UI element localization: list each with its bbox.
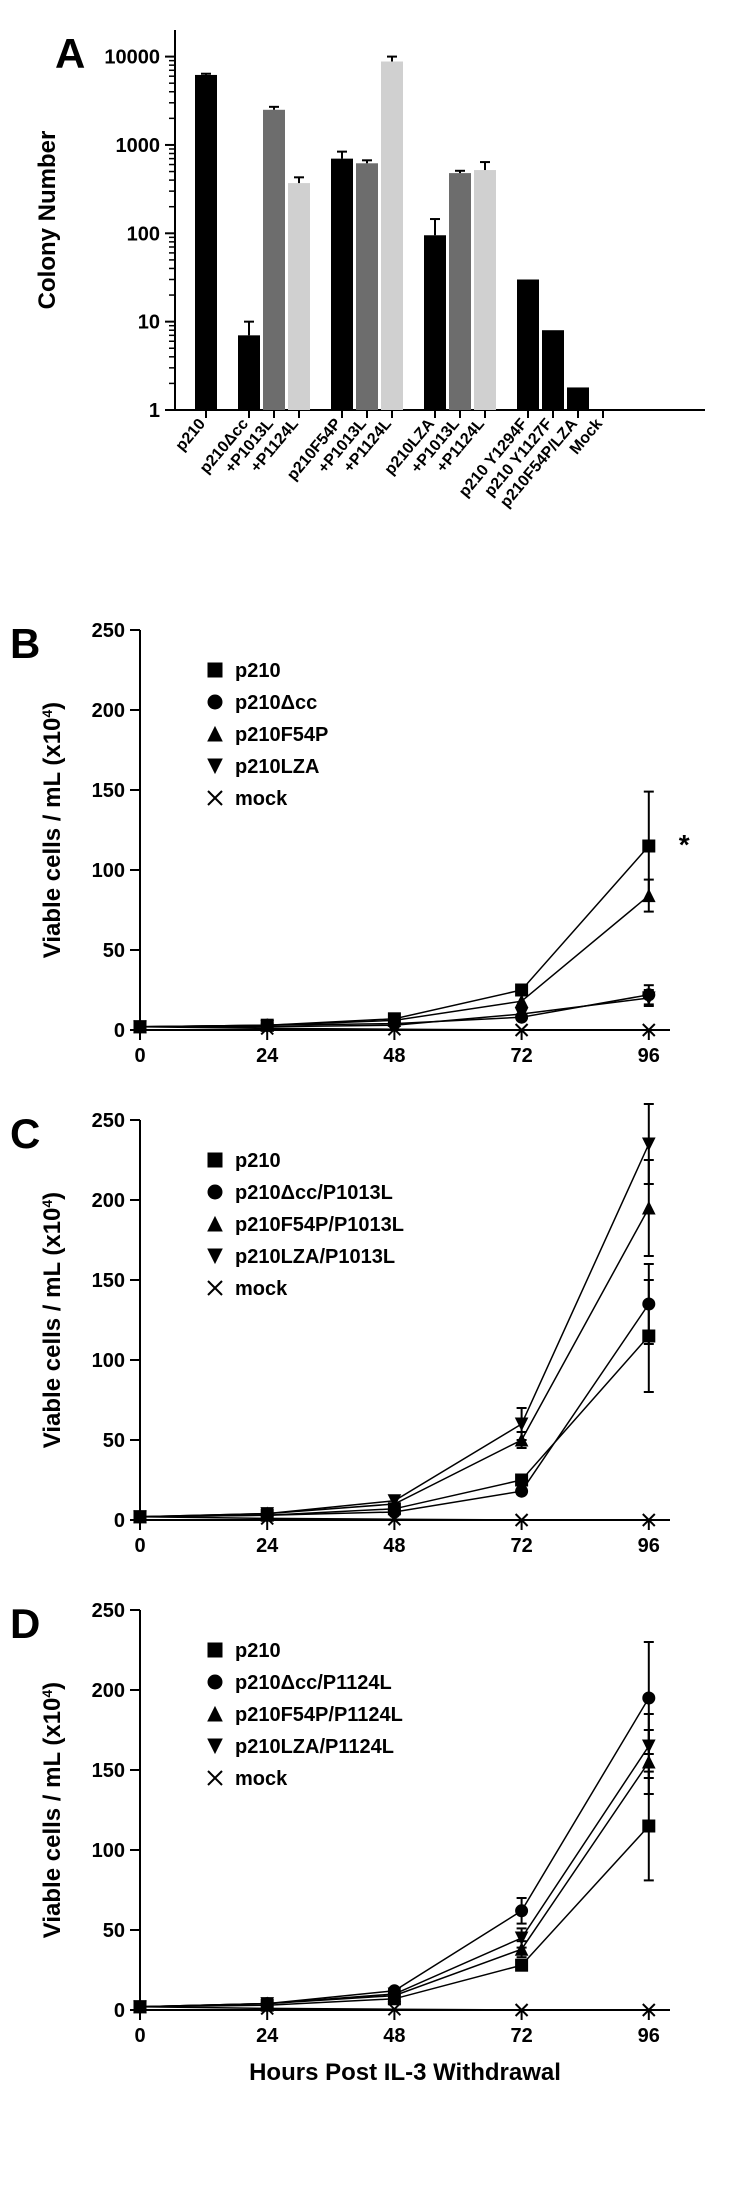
- panel-b-label: B: [10, 620, 40, 668]
- svg-text:72: 72: [510, 1045, 532, 1067]
- svg-text:p210: p210: [235, 660, 281, 682]
- svg-text:p210Δcc/P1124L: p210Δcc/P1124L: [235, 1672, 392, 1694]
- svg-text:48: 48: [383, 1045, 405, 1067]
- svg-text:mock: mock: [235, 788, 288, 810]
- svg-text:p210F54P/P1013L: p210F54P/P1013L: [235, 1214, 404, 1236]
- svg-text:200: 200: [92, 1190, 125, 1212]
- svg-text:mock: mock: [235, 1278, 288, 1300]
- svg-text:p210: p210: [235, 1150, 281, 1172]
- svg-text:150: 150: [92, 780, 125, 802]
- svg-text:96: 96: [638, 2025, 660, 2047]
- svg-text:Colony Number: Colony Number: [34, 131, 61, 310]
- svg-text:24: 24: [256, 1045, 279, 1067]
- panel-c: C 0 50 100 150 200 250 0 24 48 72 96 Viable cells /…: [0, 1090, 750, 1580]
- panel-c-label: C: [10, 1110, 40, 1158]
- svg-text:*: *: [679, 829, 690, 860]
- panel-c-chart: 0 50 100 150 200 250 0 24 48 72 96 Viable cells / m…: [0, 1090, 750, 1580]
- svg-text:150: 150: [92, 1270, 125, 1292]
- svg-text:mock: mock: [235, 1768, 288, 1790]
- svg-text:10000: 10000: [104, 47, 160, 69]
- panel-d-chart: 0 50 100 150 200 250 0 24 48 72 96 Viable cells / m…: [0, 1580, 750, 2140]
- svg-text:200: 200: [92, 700, 125, 722]
- svg-text:Viable cells / mL (x104): Viable cells / mL (x104): [39, 1192, 66, 1448]
- panel-d-label: D: [10, 1600, 40, 1648]
- svg-text:100: 100: [127, 223, 160, 245]
- svg-text:0: 0: [114, 1020, 125, 1042]
- svg-text:0: 0: [134, 1045, 145, 1067]
- svg-text:72: 72: [510, 1535, 532, 1557]
- panel-b: B 0 50 100 150 200 250 0 24 48 72 96 Viable cells /…: [0, 600, 750, 1090]
- svg-text:48: 48: [383, 1535, 405, 1557]
- svg-text:50: 50: [103, 1920, 125, 1942]
- panel-a-label: A: [55, 30, 85, 78]
- svg-text:24: 24: [256, 1535, 279, 1557]
- svg-text:p210F54P: p210F54P: [235, 724, 328, 746]
- svg-text:p210F54P/P1124L: p210F54P/P1124L: [235, 1704, 403, 1726]
- svg-text:50: 50: [103, 940, 125, 962]
- svg-text:Viable cells / mL (x104): Viable cells / mL (x104): [39, 702, 66, 958]
- svg-text:250: 250: [92, 1110, 125, 1132]
- panel-b-chart: 0 50 100 150 200 250 0 24 48 72 96 Viable cells / m…: [0, 600, 750, 1090]
- svg-text:1: 1: [149, 400, 160, 422]
- svg-text:100: 100: [92, 1840, 125, 1862]
- svg-text:72: 72: [510, 2025, 532, 2047]
- svg-text:48: 48: [383, 2025, 405, 2047]
- panel-d: D 0 50 100 150 200 250 0 24 48 72 96 Viable cells /…: [0, 1580, 750, 2140]
- svg-text:100: 100: [92, 1350, 125, 1372]
- svg-text:0: 0: [134, 2025, 145, 2047]
- panel-a-chart: 110100100010000Colony Numberp210p210Δcc+…: [0, 0, 750, 600]
- svg-text:p210Δcc: p210Δcc: [235, 692, 317, 714]
- svg-text:p210: p210: [235, 1640, 281, 1662]
- svg-text:10: 10: [138, 312, 160, 334]
- svg-text:0: 0: [114, 1510, 125, 1532]
- svg-text:150: 150: [92, 1760, 125, 1782]
- svg-text:p210LZA: p210LZA: [235, 756, 319, 778]
- svg-text:200: 200: [92, 1680, 125, 1702]
- svg-text:0: 0: [114, 2000, 125, 2022]
- figure: A 110100100010000Colony Numberp210p210Δc…: [0, 0, 750, 2140]
- svg-text:Viable cells / mL (x104): Viable cells / mL (x104): [39, 1682, 66, 1938]
- svg-text:p210LZA/P1013L: p210LZA/P1013L: [235, 1246, 395, 1268]
- svg-text:Hours Post IL-3 Withdrawal: Hours Post IL-3 Withdrawal: [249, 2059, 561, 2086]
- svg-text:50: 50: [103, 1430, 125, 1452]
- svg-text:p210: p210: [173, 416, 210, 455]
- svg-text:1000: 1000: [116, 135, 161, 157]
- svg-text:96: 96: [638, 1045, 660, 1067]
- svg-text:24: 24: [256, 2025, 279, 2047]
- svg-text:100: 100: [92, 860, 125, 882]
- svg-text:250: 250: [92, 1600, 125, 1622]
- svg-text:p210Δcc/P1013L: p210Δcc/P1013L: [235, 1182, 393, 1204]
- svg-text:250: 250: [92, 620, 125, 642]
- svg-text:96: 96: [638, 1535, 660, 1557]
- svg-text:0: 0: [134, 1535, 145, 1557]
- panel-a: A 110100100010000Colony Numberp210p210Δc…: [0, 0, 750, 600]
- svg-text:p210LZA/P1124L: p210LZA/P1124L: [235, 1736, 394, 1758]
